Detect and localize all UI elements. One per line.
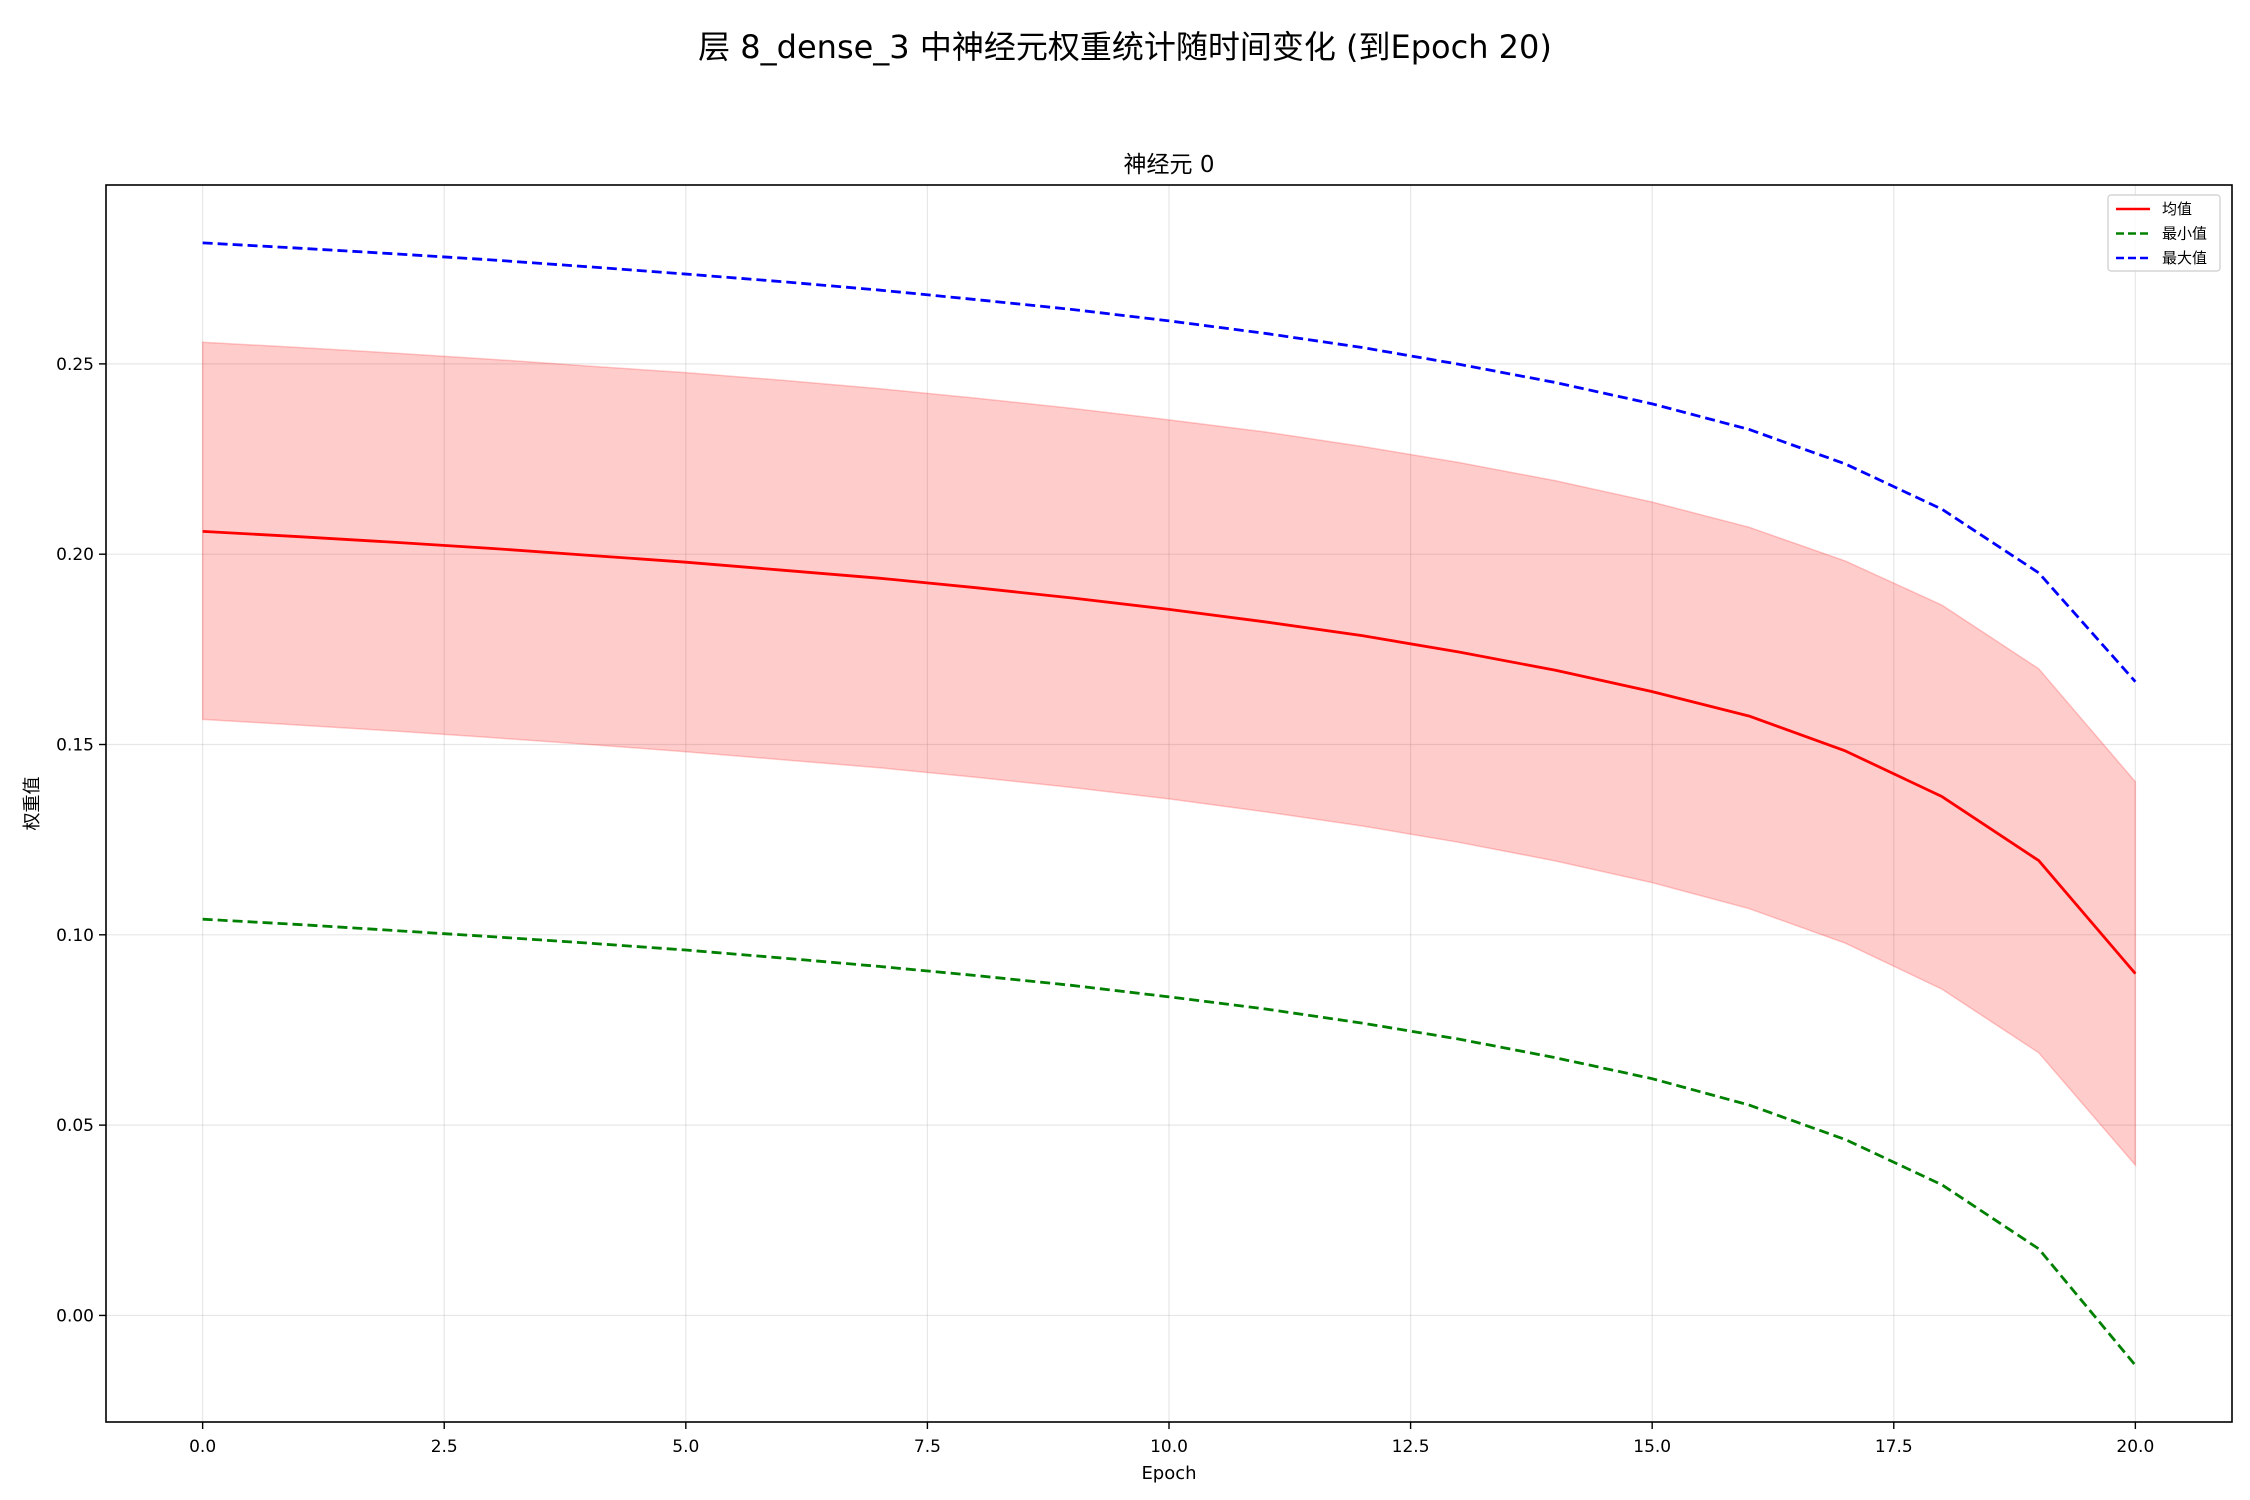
y-axis-label: 权重值 (22, 777, 43, 831)
y-tick-label-1: 0.05 (56, 1116, 94, 1136)
legend-box (2107, 194, 2221, 272)
figure-suptitle: 层 8_dense_3 中神经元权重统计随时间变化 (到Epoch 20) (698, 28, 1552, 66)
x-tick-label-0: 0.0 (189, 1437, 216, 1457)
y-tick-label-4: 0.20 (56, 545, 94, 565)
std-band (201, 341, 2137, 1168)
x-tick-label-1: 2.5 (431, 1437, 458, 1457)
series-line-1 (202, 917, 2137, 1367)
x-tick-label-2: 5.0 (672, 1437, 699, 1457)
series-line-2 (202, 241, 2137, 683)
y-tick-label-0: 0.00 (56, 1306, 94, 1326)
series-line-0 (202, 529, 2137, 975)
x-tick-label-4: 10.0 (1150, 1437, 1188, 1457)
x-axis-label: Epoch (1141, 1463, 1196, 1484)
x-tick-label-7: 17.5 (1875, 1437, 1913, 1457)
x-tick-label-8: 20.0 (2116, 1437, 2154, 1457)
y-tick-label-2: 0.10 (56, 926, 94, 946)
legend-label-0: 均值 (2162, 200, 2192, 218)
x-tick-label-5: 12.5 (1392, 1437, 1430, 1457)
x-tick-label-3: 7.5 (914, 1437, 941, 1457)
axes-title: 神经元 0 (1124, 152, 1215, 178)
legend-label-2: 最大值 (2162, 249, 2207, 267)
legend-label-1: 最小值 (2162, 225, 2207, 243)
y-tick-label-3: 0.15 (56, 736, 94, 756)
x-tick-label-6: 15.0 (1633, 1437, 1671, 1457)
y-tick-label-5: 0.25 (56, 355, 94, 375)
